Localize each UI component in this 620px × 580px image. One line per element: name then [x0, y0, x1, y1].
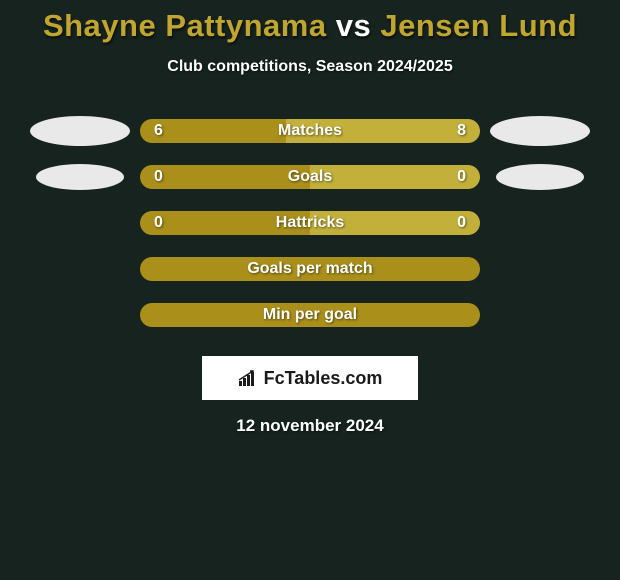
player2-avatar	[490, 116, 590, 146]
stat-label: Goals	[288, 168, 332, 186]
stat-row: Goals per match	[0, 246, 620, 292]
player2-name: Jensen Lund	[380, 8, 577, 43]
avatar-spacer-right	[480, 116, 600, 146]
fctables-logo: FcTables.com	[238, 368, 383, 389]
stat-label: Hattricks	[276, 214, 344, 232]
stat-value-left: 6	[154, 122, 163, 140]
stat-label: Goals per match	[247, 260, 372, 278]
stat-value-left: 0	[154, 168, 163, 186]
logo-text: FcTables.com	[264, 368, 383, 389]
stat-label: Matches	[278, 122, 342, 140]
date-text: 12 november 2024	[0, 416, 620, 436]
logo-box: FcTables.com	[202, 356, 418, 400]
comparison-title: Shayne Pattynama vs Jensen Lund	[0, 0, 620, 44]
stat-value-right: 0	[457, 168, 466, 186]
stat-label: Min per goal	[263, 306, 357, 324]
player1-name: Shayne Pattynama	[43, 8, 327, 43]
stat-row: Goals 0 0	[0, 154, 620, 200]
avatar-spacer-right	[480, 164, 600, 190]
stat-value-right: 0	[457, 214, 466, 232]
subtitle: Club competitions, Season 2024/2025	[0, 58, 620, 76]
stat-bar: Hattricks 0 0	[140, 211, 480, 235]
player2-avatar	[496, 164, 584, 190]
stat-row: Matches 6 8	[0, 108, 620, 154]
bar-left-segment	[140, 165, 310, 189]
stats-container: Matches 6 8 Goals 0 0 Hattricks 0 0 Goals per mat…	[0, 108, 620, 338]
stat-bar: Goals per match	[140, 257, 480, 281]
avatar-spacer-left	[20, 164, 140, 190]
stat-bar: Goals 0 0	[140, 165, 480, 189]
bar-right-segment	[310, 165, 480, 189]
avatar-spacer-left	[20, 116, 140, 146]
stat-value-left: 0	[154, 214, 163, 232]
vs-text: vs	[336, 8, 371, 43]
stat-bar: Matches 6 8	[140, 119, 480, 143]
player1-avatar	[30, 116, 130, 146]
player1-avatar	[36, 164, 124, 190]
bar-chart-icon	[238, 369, 260, 387]
stat-value-right: 8	[457, 122, 466, 140]
stat-row: Min per goal	[0, 292, 620, 338]
stat-row: Hattricks 0 0	[0, 200, 620, 246]
stat-bar: Min per goal	[140, 303, 480, 327]
